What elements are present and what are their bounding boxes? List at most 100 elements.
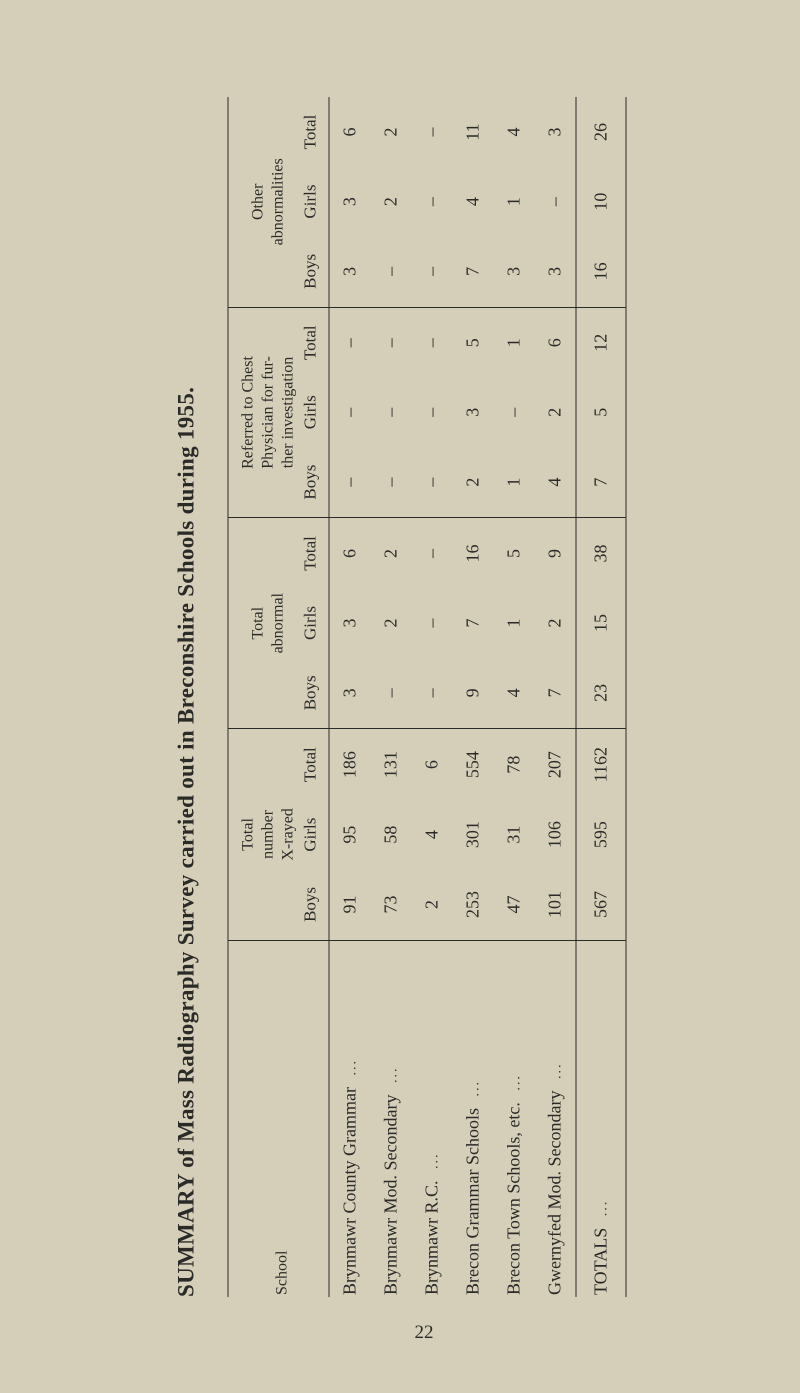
totals-cell-5: 38 bbox=[576, 517, 626, 588]
data-cell: 6 bbox=[412, 728, 453, 800]
group-0-label: TotalnumberX-rayed bbox=[228, 728, 301, 940]
data-cell: 131 bbox=[371, 728, 412, 800]
data-cell: – bbox=[412, 167, 453, 236]
table-row: Brynmawr R.C.246––––––––– bbox=[412, 97, 453, 1297]
group-2-label: Referred to ChestPhysician for fur-ther … bbox=[228, 307, 301, 518]
totals-cell-0: 567 bbox=[576, 869, 626, 940]
data-cell: 2 bbox=[535, 588, 577, 657]
totals-row: TOTALS 567 595 1162 23 15 38 7 5 12 16 1… bbox=[576, 97, 626, 1297]
data-cell: 31 bbox=[494, 800, 535, 869]
data-cell: 3 bbox=[329, 236, 371, 307]
sub-0-0: Boys bbox=[301, 869, 330, 940]
totals-cell-10: 10 bbox=[576, 167, 626, 236]
school-name: Brynmawr R.C. bbox=[412, 940, 453, 1297]
table-row: Brynmawr County Grammar9195186336–––336 bbox=[329, 97, 371, 1297]
data-cell: – bbox=[412, 588, 453, 657]
data-cell: 106 bbox=[535, 800, 577, 869]
data-cell: 9 bbox=[535, 517, 577, 588]
data-cell: – bbox=[412, 446, 453, 517]
sub-3-0: Boys bbox=[301, 236, 330, 307]
data-cell: 186 bbox=[329, 728, 371, 800]
data-cell: 73 bbox=[371, 869, 412, 940]
data-cell: 301 bbox=[453, 800, 494, 869]
school-name: Brynmawr Mod. Secondary bbox=[371, 940, 412, 1297]
totals-label: TOTALS bbox=[576, 940, 626, 1297]
totals-cell-2: 1162 bbox=[576, 728, 626, 800]
data-cell: 47 bbox=[494, 869, 535, 940]
data-cell: 7 bbox=[535, 657, 577, 728]
totals-cell-4: 15 bbox=[576, 588, 626, 657]
table-row: Brecon Town Schools, etc.4731784151–1314 bbox=[494, 97, 535, 1297]
data-cell: 4 bbox=[453, 167, 494, 236]
data-cell: 4 bbox=[494, 657, 535, 728]
data-cell: 5 bbox=[453, 307, 494, 378]
totals-cell-8: 12 bbox=[576, 307, 626, 378]
summary-table: School TotalnumberX-rayed Totalabnormal … bbox=[228, 97, 627, 1297]
data-cell: 2 bbox=[453, 446, 494, 517]
group-1-label: Totalabnormal bbox=[228, 517, 301, 728]
page-number: 22 bbox=[415, 1322, 434, 1344]
data-cell: 4 bbox=[535, 446, 577, 517]
data-cell: 3 bbox=[535, 236, 577, 307]
data-cell: 2 bbox=[412, 869, 453, 940]
sub-1-2: Total bbox=[301, 517, 330, 588]
school-name: Brecon Town Schools, etc. bbox=[494, 940, 535, 1297]
data-cell: – bbox=[412, 657, 453, 728]
data-cell: 2 bbox=[535, 377, 577, 446]
table-row: Brynmawr Mod. Secondary7358131–22––––22 bbox=[371, 97, 412, 1297]
data-cell: – bbox=[329, 307, 371, 378]
data-cell: 4 bbox=[494, 97, 535, 167]
data-cell: 554 bbox=[453, 728, 494, 800]
data-cell: 2 bbox=[371, 167, 412, 236]
group-3-label: Otherabnormalities bbox=[228, 97, 301, 307]
data-cell: 78 bbox=[494, 728, 535, 800]
data-cell: 7 bbox=[453, 236, 494, 307]
data-cell: – bbox=[412, 97, 453, 167]
sub-2-1: Girls bbox=[301, 377, 330, 446]
totals-cell-7: 5 bbox=[576, 377, 626, 446]
sub-2-2: Total bbox=[301, 307, 330, 378]
data-cell: 6 bbox=[329, 517, 371, 588]
school-col-header: School bbox=[228, 940, 329, 1297]
data-cell: – bbox=[535, 167, 577, 236]
data-cell: 6 bbox=[535, 307, 577, 378]
data-cell: – bbox=[412, 307, 453, 378]
data-cell: – bbox=[371, 236, 412, 307]
data-cell: – bbox=[371, 377, 412, 446]
data-cell: 253 bbox=[453, 869, 494, 940]
data-cell: – bbox=[371, 307, 412, 378]
sheet-rotated: SUMMARY of Mass Radiography Survey carri… bbox=[174, 97, 627, 1297]
data-cell: 58 bbox=[371, 800, 412, 869]
document-title: SUMMARY of Mass Radiography Survey carri… bbox=[174, 97, 200, 1297]
data-cell: – bbox=[494, 377, 535, 446]
data-cell: 6 bbox=[329, 97, 371, 167]
totals-cell-1: 595 bbox=[576, 800, 626, 869]
data-cell: 1 bbox=[494, 167, 535, 236]
totals-cell-9: 16 bbox=[576, 236, 626, 307]
data-cell: – bbox=[412, 517, 453, 588]
sub-0-1: Girls bbox=[301, 800, 330, 869]
totals-cell-3: 23 bbox=[576, 657, 626, 728]
data-cell: 3 bbox=[329, 167, 371, 236]
data-cell: – bbox=[371, 446, 412, 517]
data-cell: 3 bbox=[329, 588, 371, 657]
data-cell: 9 bbox=[453, 657, 494, 728]
data-cell: 101 bbox=[535, 869, 577, 940]
data-cell: 11 bbox=[453, 97, 494, 167]
sub-2-0: Boys bbox=[301, 446, 330, 517]
table-row: Gwernyfed Mod. Secondary1011062077294263… bbox=[535, 97, 577, 1297]
data-cell: 3 bbox=[535, 97, 577, 167]
group-header-row: School TotalnumberX-rayed Totalabnormal … bbox=[228, 97, 301, 1297]
data-cell: 91 bbox=[329, 869, 371, 940]
school-name: Brynmawr County Grammar bbox=[329, 940, 371, 1297]
data-cell: 1 bbox=[494, 446, 535, 517]
page-container: SUMMARY of Mass Radiography Survey carri… bbox=[0, 0, 800, 1393]
sub-3-1: Girls bbox=[301, 167, 330, 236]
data-cell: 1 bbox=[494, 307, 535, 378]
totals-cell-11: 26 bbox=[576, 97, 626, 167]
data-cell: – bbox=[329, 377, 371, 446]
sub-1-0: Boys bbox=[301, 657, 330, 728]
school-name: Brecon Grammar Schools bbox=[453, 940, 494, 1297]
data-cell: 5 bbox=[494, 517, 535, 588]
school-name: Gwernyfed Mod. Secondary bbox=[535, 940, 577, 1297]
